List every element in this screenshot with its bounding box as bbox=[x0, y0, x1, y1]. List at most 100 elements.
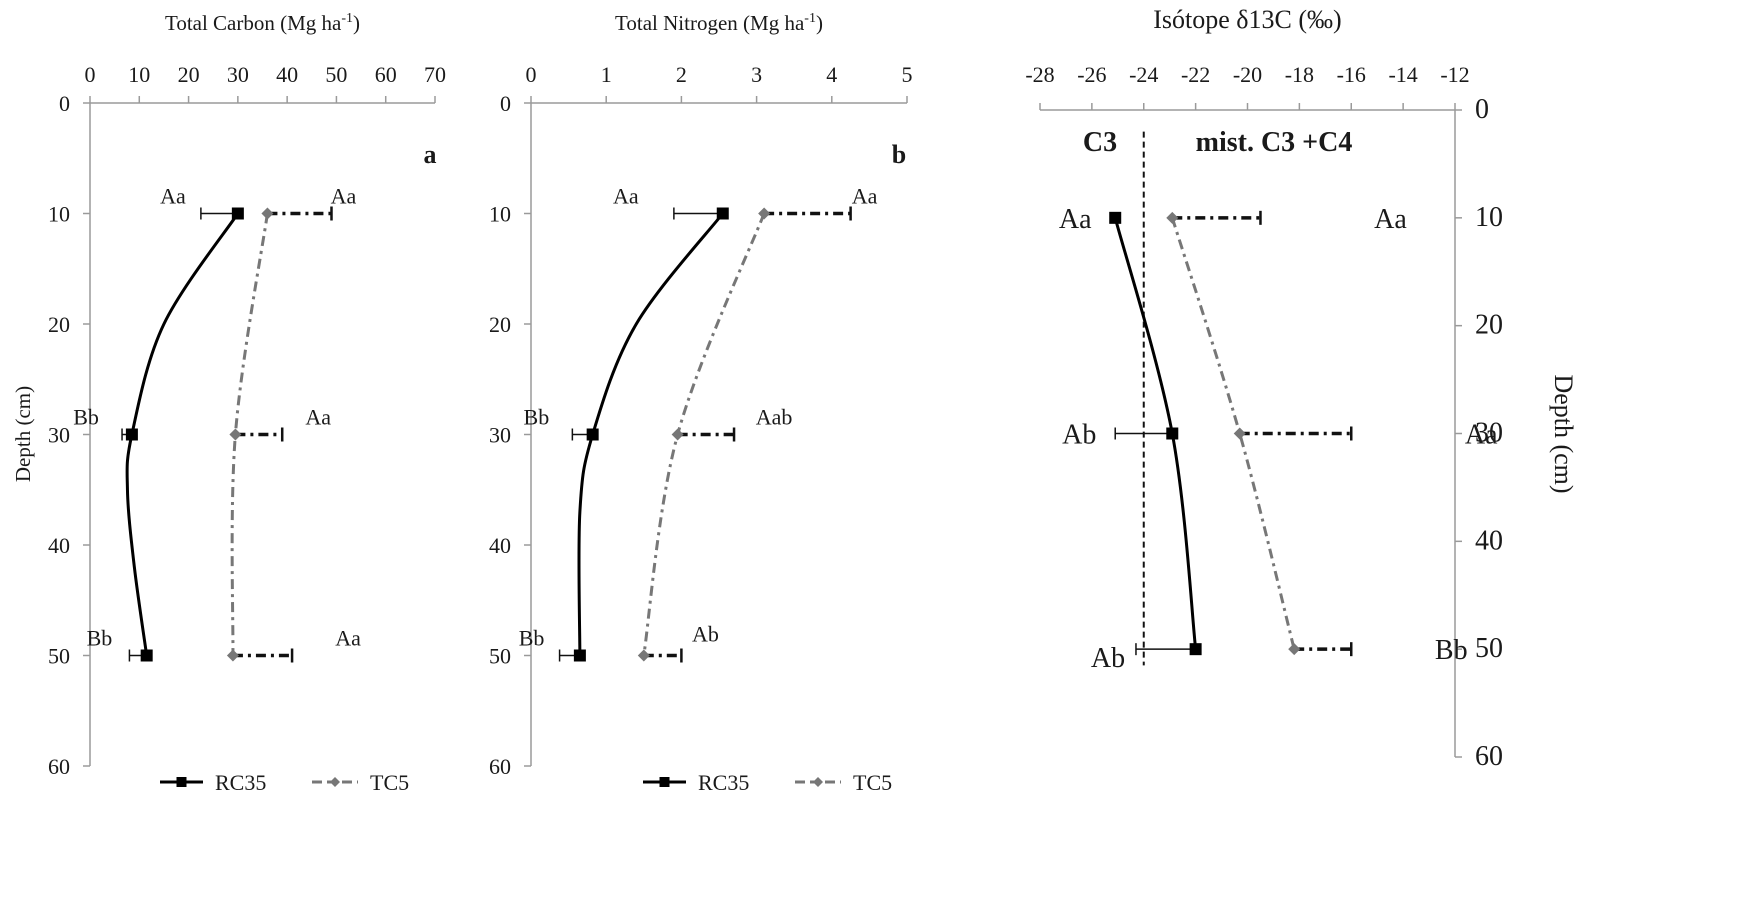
region-label-mix: mist. C3 +C4 bbox=[1196, 127, 1353, 158]
data-point-diamond bbox=[1288, 643, 1301, 656]
point-label: Aa bbox=[1059, 204, 1092, 235]
y-tick-label: 10 bbox=[1475, 202, 1503, 233]
y-tick-label: 40 bbox=[48, 533, 70, 558]
y-tick-label: 50 bbox=[1475, 633, 1503, 664]
legend-marker-rc35 bbox=[659, 777, 670, 787]
data-point-square bbox=[573, 649, 586, 662]
y-tick-label: 0 bbox=[500, 91, 511, 116]
legend-label-rc35: RC35 bbox=[698, 770, 749, 795]
x-tick-label: -26 bbox=[1077, 62, 1106, 87]
x-tick-label: 0 bbox=[85, 62, 96, 87]
point-label: Bb bbox=[519, 626, 545, 651]
x-axis-title-sup: -1 bbox=[341, 11, 353, 26]
x-tick-label: 60 bbox=[375, 62, 397, 87]
legend-label-tc5: TC5 bbox=[853, 770, 892, 795]
x-tick-label: 5 bbox=[902, 62, 913, 87]
x-tick-label: -22 bbox=[1181, 62, 1210, 87]
x-tick-label: 30 bbox=[227, 62, 249, 87]
panel-letter: a bbox=[424, 140, 437, 169]
y-tick-label: 10 bbox=[489, 202, 511, 227]
y-tick-label: 40 bbox=[1475, 525, 1503, 556]
point-label: Aa bbox=[1374, 204, 1407, 235]
x-tick-label: 0 bbox=[526, 62, 537, 87]
x-tick-label: 20 bbox=[178, 62, 200, 87]
y-tick-label: 10 bbox=[48, 202, 70, 227]
data-point-diamond bbox=[758, 207, 771, 220]
x-axis-title-main: Isótope δ13C (‰) bbox=[1153, 5, 1341, 34]
y-tick-label: 50 bbox=[48, 644, 70, 669]
y-tick-label: 60 bbox=[48, 754, 70, 779]
x-axis-title: Total Carbon (Mg ha-1) bbox=[165, 11, 360, 35]
data-point-diamond bbox=[1233, 427, 1246, 440]
y-tick-label: 60 bbox=[489, 754, 511, 779]
y-tick-label: 0 bbox=[59, 91, 70, 116]
point-label: Ab bbox=[692, 622, 719, 647]
y-tick-label: 60 bbox=[1475, 741, 1503, 772]
legend-marker-tc5 bbox=[330, 777, 340, 787]
data-point-diamond bbox=[671, 428, 684, 441]
point-label: Aa bbox=[613, 184, 639, 209]
chart-panel-3: -28 -26 -24 -22 -20 -18 -16 -14 -120 10 20 30 40 50 60… bbox=[1025, 5, 1578, 772]
series-tc5: Aa Aa Aa bbox=[226, 184, 361, 663]
legend-label-rc35: RC35 bbox=[215, 770, 266, 795]
legend-marker-tc5 bbox=[813, 777, 823, 787]
y-tick-label: 0 bbox=[1475, 94, 1489, 125]
x-axis-title: Isótope δ13C (‰) bbox=[1153, 5, 1341, 34]
x-tick-label: -18 bbox=[1285, 62, 1314, 87]
y-axis-title: Depth (cm) bbox=[11, 386, 35, 482]
x-axis-title-sup: -1 bbox=[804, 11, 816, 26]
series-rc35: Aa Bb Bb bbox=[73, 184, 244, 662]
series-tc5: Aa Aab Ab bbox=[637, 184, 878, 663]
point-label: Bb bbox=[73, 405, 99, 430]
data-point-diamond bbox=[1166, 211, 1179, 224]
x-tick-label: -28 bbox=[1025, 62, 1054, 87]
legend: RC35 TC5 bbox=[643, 770, 892, 795]
region-label-c3: C3 bbox=[1083, 127, 1117, 158]
legend: RC35 TC5 bbox=[160, 770, 409, 795]
data-point-square bbox=[716, 207, 729, 220]
point-label: Aa bbox=[305, 405, 331, 430]
series-tc5: Aa Aa Bb bbox=[1166, 204, 1498, 666]
point-label: Aa bbox=[331, 184, 357, 209]
data-point-square bbox=[1109, 211, 1122, 224]
series-rc35: Aa Bb Bb bbox=[519, 184, 729, 662]
x-tick-label: -12 bbox=[1440, 62, 1469, 87]
point-label: Aa bbox=[852, 184, 878, 209]
data-point-square bbox=[1189, 643, 1202, 656]
point-label: Bb bbox=[87, 626, 113, 651]
data-point-square bbox=[586, 428, 599, 441]
y-tick-label: 20 bbox=[1475, 310, 1503, 341]
x-tick-label: 10 bbox=[128, 62, 150, 87]
y-tick-label: 30 bbox=[489, 423, 511, 448]
x-tick-label: 1 bbox=[601, 62, 612, 87]
point-label: Bb bbox=[1435, 635, 1468, 666]
point-label: Bb bbox=[524, 405, 550, 430]
data-point-diamond bbox=[229, 428, 242, 441]
data-point-square bbox=[231, 207, 244, 220]
data-point-square bbox=[1166, 427, 1179, 440]
x-axis-title-suffix: ) bbox=[353, 11, 360, 35]
x-axis-title: Total Nitrogen (Mg ha-1) bbox=[615, 11, 823, 35]
x-tick-label: 2 bbox=[676, 62, 687, 87]
point-label: Ab bbox=[1091, 643, 1125, 674]
y-tick-label: 30 bbox=[48, 423, 70, 448]
data-point-square bbox=[140, 649, 153, 662]
x-tick-label: 40 bbox=[276, 62, 298, 87]
data-point-diamond bbox=[261, 207, 274, 220]
point-label: Aa bbox=[160, 184, 186, 209]
x-tick-label: -14 bbox=[1388, 62, 1417, 87]
point-label: Aab bbox=[756, 405, 793, 430]
x-tick-label: 3 bbox=[751, 62, 762, 87]
series-line bbox=[125, 212, 240, 656]
x-tick-label: -20 bbox=[1233, 62, 1262, 87]
point-label: Aa bbox=[1465, 420, 1498, 451]
point-label: Ab bbox=[1062, 420, 1096, 451]
y-tick-label: 20 bbox=[48, 312, 70, 337]
x-axis-title-main: Total Nitrogen (Mg ha bbox=[615, 11, 805, 35]
legend-label-tc5: TC5 bbox=[370, 770, 409, 795]
x-tick-label: -16 bbox=[1337, 62, 1366, 87]
y-tick-label: 40 bbox=[489, 533, 511, 558]
y-tick-label: 30 bbox=[1475, 418, 1503, 449]
